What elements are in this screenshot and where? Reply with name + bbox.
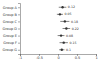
data-label: 0.1 xyxy=(66,48,71,52)
x-tick: 1 xyxy=(95,54,97,60)
x-tick: 0 xyxy=(57,54,59,60)
y-tick: Group G xyxy=(3,48,20,52)
x-tick-label: 0 xyxy=(57,56,59,60)
y-tick: Group A xyxy=(3,6,20,10)
x-tick-label: -0.5 xyxy=(36,56,43,60)
y-tick-label: Group D xyxy=(3,27,18,31)
data-labels: 0.12 0.050.18 0.22 0.08 0.15 0.1 xyxy=(64,5,78,52)
point xyxy=(64,20,66,22)
error-bar xyxy=(59,7,67,8)
x-tick: 0.5 xyxy=(75,54,81,60)
point xyxy=(60,34,62,36)
y-tick-label: Group A xyxy=(3,6,18,10)
y-tick: Group B xyxy=(3,13,20,17)
y-axis-line xyxy=(18,4,21,55)
y-tick-label: Group B xyxy=(3,13,18,17)
point xyxy=(61,49,63,51)
x-tick-label: 1 xyxy=(95,56,97,60)
error-bar xyxy=(60,21,69,22)
y-tick-mark xyxy=(18,50,20,51)
x-axis: -1 -0.5 0 0.5 1 xyxy=(19,54,98,60)
point xyxy=(61,6,63,8)
y-tick: Group E xyxy=(3,34,20,38)
y-tick-mark xyxy=(18,36,20,37)
y-tick-mark xyxy=(18,14,20,15)
plot: -1-0.500.51Group AGroup BGroup CGroup DG… xyxy=(3,4,98,61)
y-axis: Group A Group B Group C Group D Group E Group… xyxy=(3,4,21,55)
y-tick: Group D xyxy=(3,27,20,31)
error-bar xyxy=(58,35,65,36)
x-tick-label: 0.5 xyxy=(75,56,81,60)
x-tick: -0.5 xyxy=(36,54,43,60)
x-tick-label: -1 xyxy=(19,56,23,60)
error-bar xyxy=(63,28,71,29)
data-label: 0.15 xyxy=(69,41,76,45)
x-tick: -1 xyxy=(19,54,23,60)
data-label: 0.05 xyxy=(64,12,71,16)
y-tick-mark xyxy=(18,7,20,8)
data-label: 0.12 xyxy=(68,5,75,9)
chart: -1-0.500.51Group AGroup BGroup CGroup DG… xyxy=(0,0,100,63)
data-label: 0.08 xyxy=(66,34,73,38)
data-label: 0.22 xyxy=(72,27,79,31)
y-tick-mark xyxy=(18,43,20,44)
error-bar xyxy=(60,42,68,43)
y-tick: Group C xyxy=(3,20,20,24)
point xyxy=(63,41,65,43)
y-tick-label: Group C xyxy=(3,20,18,24)
y-tick-label: Group E xyxy=(3,34,17,38)
point xyxy=(59,13,61,15)
data-label: 0.18 xyxy=(71,20,78,24)
y-tick-mark xyxy=(18,21,20,22)
y-tick-label: Group G xyxy=(3,48,18,52)
y-tick-mark xyxy=(18,29,20,30)
y-tick: Group F xyxy=(3,41,20,45)
point xyxy=(65,27,67,29)
error-bar xyxy=(59,49,64,50)
error-bar xyxy=(57,14,63,15)
y-tick-label: Group F xyxy=(3,41,17,45)
